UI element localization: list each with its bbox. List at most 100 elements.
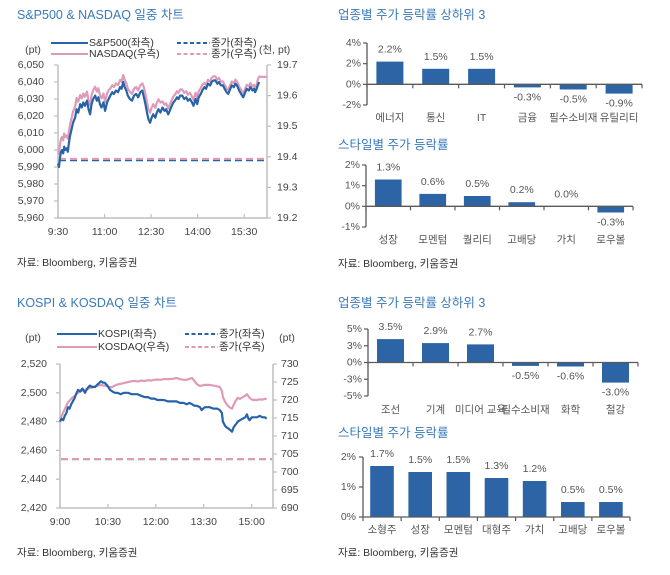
category-label: 금융 — [518, 112, 538, 124]
bar-chart-2: 2.2% 에너지 1.5% 통신 1.5% IT -0.3% 금융 -0.5% 필수소비재 -0.9… — [342, 37, 643, 124]
bar-value-label: 2.9% — [424, 325, 448, 337]
y-tick-label: 0% — [346, 78, 361, 90]
legend-label: 종가(우측) — [219, 341, 265, 353]
right-y-tick-label: 19.7 — [277, 59, 298, 71]
bar-value-label: 1.5% — [408, 454, 432, 466]
bar — [522, 481, 547, 517]
left-axis-unit-label: (pt) — [25, 44, 41, 56]
right-y-tick-label: 710 — [281, 430, 299, 442]
left-y-tick-label: 5,970 — [18, 195, 44, 207]
y-tick-label: 3% — [347, 340, 362, 352]
category-label: 고배당 — [507, 234, 536, 246]
left-y-tick-label: 2,480 — [21, 416, 47, 428]
bar-value-label: 0.5% — [561, 484, 585, 496]
right-y-tick-label: 700 — [281, 466, 299, 478]
legend-item: 종가(좌측) — [177, 37, 257, 49]
left-y-tick-label: 6,040 — [18, 76, 44, 88]
x-tick-label: 12:00 — [143, 516, 169, 528]
bar — [376, 61, 404, 85]
y-tick-label: 4% — [346, 37, 361, 49]
legend-item: KOSPI(좌측) — [57, 328, 156, 340]
bar-value-label: 1.2% — [523, 463, 547, 475]
legend-label: 종가(좌측) — [219, 328, 265, 340]
chart-title-sp500-nasdaq: S&P500 & NASDAQ 일중 차트 — [17, 8, 184, 22]
right-y-tick-label: 715 — [281, 412, 299, 424]
y-tick-label: 0% — [347, 357, 362, 369]
bar-value-label: -0.3% — [514, 91, 541, 103]
bar — [597, 206, 625, 213]
bar-value-label: 2.7% — [469, 326, 493, 338]
bar — [602, 362, 629, 383]
right-y-tick-label: 720 — [281, 394, 299, 406]
y-tick-label: -5% — [343, 390, 362, 402]
category-label: 유틸리티 — [600, 111, 639, 124]
bar-value-label: 3.5% — [379, 321, 403, 333]
y-tick-label: -2% — [342, 99, 361, 111]
bar-value-label: -0.5% — [512, 370, 539, 382]
category-label: 고배당 — [558, 524, 587, 536]
bar-value-label: 0.2% — [510, 184, 534, 196]
y-tick-label: -3% — [343, 373, 362, 385]
category-label: 성장 — [379, 234, 399, 246]
category-label: 로우볼 — [596, 524, 625, 536]
left-y-tick-label: 5,990 — [18, 161, 44, 173]
bar — [513, 84, 541, 88]
bar — [422, 343, 449, 363]
left-axis-unit-label: (pt) — [25, 332, 41, 344]
legend-label: 종가(좌측) — [211, 37, 257, 49]
right-y-tick-label: 730 — [281, 358, 299, 370]
bar-value-label: -0.9% — [605, 98, 632, 110]
left-y-tick-label: 6,050 — [18, 59, 44, 71]
category-label: 미디어 교육 — [455, 404, 507, 416]
y-tick-label: 1% — [345, 180, 360, 192]
bar — [468, 68, 496, 85]
x-tick-label: 14:00 — [185, 226, 211, 238]
category-label: 필수소비재 — [549, 112, 597, 124]
legend-item: S&P500(좌측) — [51, 37, 154, 49]
bar — [446, 472, 471, 517]
line-chart-4: 2,520 2,500 2,480 2,460 2,440 2,420 730 725 720 7… — [21, 328, 299, 528]
y-tick-label: 2% — [346, 58, 361, 70]
category-label: 화학 — [561, 404, 581, 416]
y-tick-label: -1% — [341, 221, 360, 233]
source-note-kospi-kosdaq: 자료: Bloomberg, 키움증권 — [17, 547, 138, 559]
left-y-tick-label: 2,460 — [21, 444, 47, 456]
left-y-tick-label: 6,000 — [18, 144, 44, 156]
y-tick-label: 5% — [347, 323, 362, 335]
legend-item: KOSDAQ(우측) — [57, 341, 169, 353]
bar — [467, 344, 494, 363]
bar-value-label: 1.5% — [470, 51, 494, 63]
category-label: 필수소비재 — [501, 404, 549, 416]
chart-title-kospi-kosdaq: KOSPI & KOSDAQ 일중 차트 — [17, 296, 177, 310]
chart-title-style-bottom: 스타일별 주가 등락률 — [338, 426, 449, 440]
x-tick-label: 15:30 — [231, 226, 257, 238]
y-tick-label: 0% — [345, 200, 360, 212]
category-label: 조선 — [381, 404, 400, 416]
right-axis-unit-label: (천, pt) — [259, 44, 290, 56]
y-tick-label: 1% — [341, 481, 356, 493]
kosdaq-line — [59, 376, 267, 419]
bar — [557, 362, 584, 367]
axes — [54, 64, 271, 219]
right-axis-unit-label: (pt) — [279, 332, 295, 344]
source-note-style-top: 자료: Bloomberg, 키움증권 — [338, 258, 459, 270]
bar-value-label: 1.3% — [485, 460, 509, 472]
x-tick-label: 9:00 — [50, 516, 71, 528]
bar-value-label: 1.5% — [446, 454, 470, 466]
legend-label: KOSDAQ(우측) — [98, 341, 169, 353]
source-note-style-bottom: 자료: Bloomberg, 키움증권 — [338, 547, 459, 559]
y-tick-label: 0% — [341, 511, 356, 523]
bar-value-label: 1.5% — [424, 51, 448, 63]
y-tick-label: 2% — [345, 159, 360, 171]
right-y-tick-label: 19.3 — [277, 181, 298, 193]
left-y-tick-label: 2,520 — [21, 358, 47, 370]
right-y-tick-label: 695 — [281, 484, 299, 496]
category-label: 철강 — [606, 404, 626, 416]
x-tick-label: 13:30 — [191, 516, 217, 528]
bar — [408, 472, 432, 517]
right-y-tick-label: 19.6 — [277, 90, 298, 102]
left-y-tick-label: 6,010 — [18, 127, 44, 139]
y-tick-label: 2% — [341, 451, 356, 463]
x-tick-label: 9:30 — [48, 226, 69, 238]
